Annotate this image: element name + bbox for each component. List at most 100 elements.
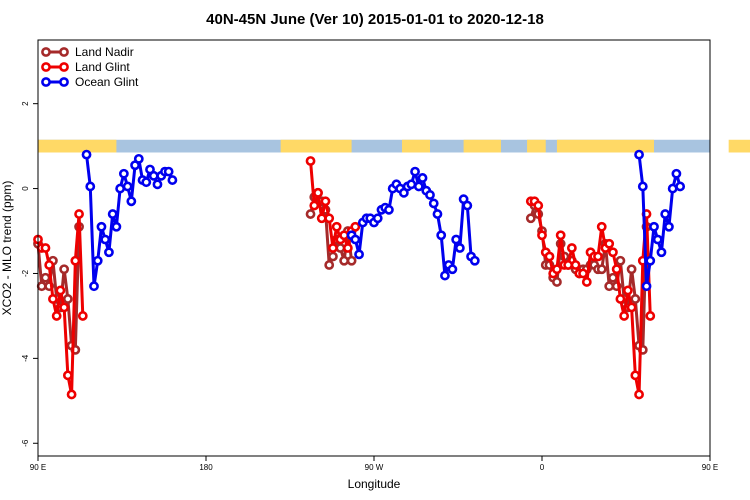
data-point-land-nadir <box>62 294 73 304</box>
data-point-land-glint <box>324 213 335 224</box>
data-point-land-glint <box>593 251 603 262</box>
data-point-land-glint <box>630 370 641 381</box>
data-point-ocean-glint <box>122 181 133 192</box>
data-point-ocean-glint <box>354 249 364 260</box>
data-point-ocean-glint <box>451 234 462 245</box>
data-point-land-glint <box>537 230 547 241</box>
data-point-ocean-glint <box>462 200 473 211</box>
series-land-glint <box>33 156 656 400</box>
data-point-ocean-glint <box>637 181 648 192</box>
x-tick-label: 0 <box>540 463 545 472</box>
data-point-land-glint <box>544 251 555 262</box>
data-point-ocean-glint <box>417 173 428 183</box>
data-point-ocean-glint <box>660 209 671 219</box>
data-point-ocean-glint <box>118 168 129 179</box>
legend-label: Ocean Glint <box>75 75 139 89</box>
data-point-land-nadir <box>596 264 607 275</box>
data-point-land-glint <box>608 247 618 258</box>
legend-label: Land Glint <box>75 60 130 74</box>
series-ocean-glint <box>81 149 686 292</box>
legend-swatch-marker <box>41 77 51 87</box>
data-point-ocean-glint <box>436 230 447 241</box>
data-point-land-glint <box>66 389 77 400</box>
data-point-land-glint <box>552 264 562 275</box>
data-point-land-glint <box>44 260 55 270</box>
land-band-segment <box>728 139 750 153</box>
data-point-land-glint <box>645 311 656 321</box>
data-point-land-glint <box>626 302 637 313</box>
data-point-ocean-glint <box>111 221 122 232</box>
data-point-land-nadir <box>36 281 47 292</box>
data-point-land-nadir <box>626 264 637 275</box>
data-point-ocean-glint <box>372 213 383 224</box>
legend-swatch-marker <box>59 62 69 72</box>
y-tick-label: 0 <box>21 186 30 191</box>
data-point-land-nadir <box>324 260 335 270</box>
x-axis-label: Longitude <box>348 477 401 491</box>
data-point-land-glint <box>55 285 66 296</box>
x-tick-label: 90 E <box>702 463 718 472</box>
data-point-land-glint <box>604 238 615 249</box>
data-point-ocean-glint <box>671 168 682 179</box>
data-point-land-nadir <box>608 272 618 283</box>
data-point-land-glint <box>555 230 566 241</box>
data-point-ocean-glint <box>148 170 159 181</box>
y-axis: -6 -4 -2 0 2 <box>21 101 38 447</box>
data-point-land-nadir <box>305 209 316 219</box>
data-point-land-glint <box>611 264 622 275</box>
data-point-land-glint <box>62 370 73 381</box>
data-point-land-glint <box>74 209 84 219</box>
data-point-ocean-glint <box>652 234 663 245</box>
data-point-ocean-glint <box>85 181 96 192</box>
data-point-land-nadir <box>615 255 626 266</box>
data-point-ocean-glint <box>163 166 174 177</box>
y-tick-label: 2 <box>21 101 30 106</box>
data-point-land-nadir <box>630 294 641 304</box>
data-point-ocean-glint <box>469 255 480 266</box>
data-point-land-glint <box>563 260 574 270</box>
x-tick-label: 90 W <box>365 463 384 472</box>
data-point-ocean-glint <box>141 177 152 188</box>
data-point-land-glint <box>634 389 644 400</box>
x-tick-label: 90 E <box>30 463 46 472</box>
data-point-land-glint <box>566 243 577 253</box>
data-point-ocean-glint <box>428 198 439 209</box>
data-point-ocean-glint <box>92 255 103 266</box>
data-point-land-glint <box>596 221 607 232</box>
legend-item-land-glint: Land Glint <box>41 60 130 74</box>
data-point-ocean-glint <box>641 281 652 292</box>
data-point-land-glint <box>350 221 361 232</box>
x-axis: 90 E 180 90 W 0 90 E <box>30 456 718 472</box>
data-point-ocean-glint <box>167 175 178 185</box>
data-point-land-nadir <box>525 213 536 224</box>
data-point-land-glint <box>331 221 342 232</box>
data-point-ocean-glint <box>350 234 361 245</box>
data-point-ocean-glint <box>96 221 107 232</box>
data-point-land-nadir <box>328 251 338 262</box>
data-point-ocean-glint <box>115 183 126 194</box>
legend-item-ocean-glint: Ocean Glint <box>41 75 139 89</box>
data-point-ocean-glint <box>413 181 424 192</box>
land-band-segment <box>463 139 501 153</box>
land-band-segment <box>527 139 546 153</box>
data-point-land-glint <box>70 255 81 266</box>
legend-swatch-marker <box>59 77 69 87</box>
data-point-land-nadir <box>552 277 562 287</box>
land-mask-band <box>38 139 750 153</box>
chart-title: 40N-45N June (Ver 10) 2015-01-01 to 2020… <box>206 11 544 28</box>
data-point-land-nadir <box>59 264 70 275</box>
series-layer <box>33 149 686 400</box>
land-band-segment <box>38 139 117 153</box>
data-point-land-glint <box>313 187 323 198</box>
data-point-ocean-glint <box>152 179 163 190</box>
data-point-ocean-glint <box>440 270 450 281</box>
data-point-land-nadir <box>335 243 346 253</box>
data-point-ocean-glint <box>410 166 420 177</box>
data-point-ocean-glint <box>656 247 667 258</box>
data-point-ocean-glint <box>664 221 674 232</box>
data-point-land-glint <box>578 268 588 279</box>
data-point-land-nadir <box>339 255 350 266</box>
legend-label: Land Nadir <box>75 45 134 59</box>
data-point-land-glint <box>320 196 331 207</box>
